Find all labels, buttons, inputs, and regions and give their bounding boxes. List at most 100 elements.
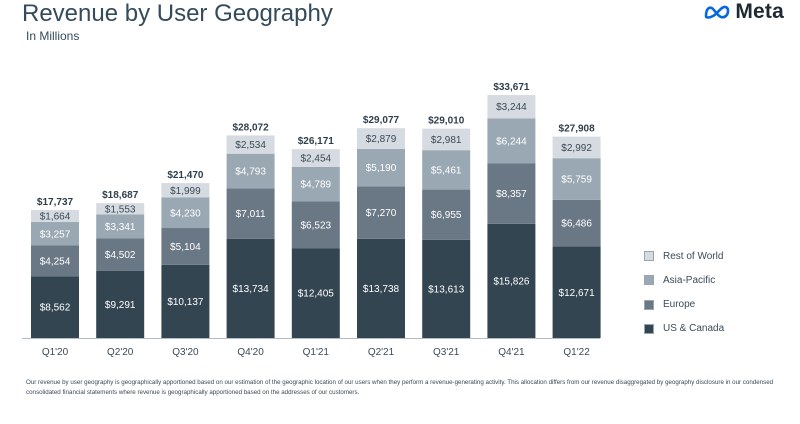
bar-asia-pacific-q2-20 [96,214,145,239]
value-label-europe-q2-20: $4,502 [105,250,136,261]
value-label-rest-of-world-q2-20: $1,553 [105,204,136,215]
bar-europe-q3-20 [161,228,210,265]
legend-label-europe: Europe [663,299,696,311]
total-label-q1-22: $27,908 [559,124,596,135]
x-tick-label-q3-20: Q3'20 [172,347,199,358]
revenue-stacked-bar-chart: $8,562 $4,254 $3,257 $1,664 $17,737 Q1'20 $9,2… [22,82,601,358]
legend-item-europe: Europe [644,297,724,313]
legend-label-us-canada: US & Canada [663,323,725,335]
value-label-rest-of-world-q2-21: $2,879 [366,134,397,145]
page-title: Revenue by User Geography [22,0,333,27]
total-label-q2-20: $18,687 [102,190,139,201]
value-label-us-canada-q1-21: $12,405 [298,289,335,300]
value-label-us-canada-q4-20: $13,734 [233,284,270,295]
value-label-europe-q2-21: $7,270 [366,208,397,219]
legend-swatch-asia-pacific [644,275,654,286]
value-label-us-canada-q1-22: $12,671 [559,288,596,299]
value-label-rest-of-world-q4-20: $2,534 [235,140,266,151]
bar-rest-of-world-q1-21 [291,149,340,167]
value-label-asia-pacific-q4-20: $4,793 [235,167,266,178]
bar-europe-q1-22 [552,199,601,247]
value-label-europe-q4-20: $7,011 [236,209,266,220]
value-label-rest-of-world-q3-20: $1,999 [170,186,201,197]
value-label-us-canada-q2-21: $13,738 [363,284,400,295]
value-label-us-canada-q1-20: $8,562 [40,303,71,314]
bar-asia-pacific-q1-21 [291,166,340,202]
bar-europe-q3-21 [422,189,471,240]
x-tick-label-q3-21: Q3'21 [433,347,460,358]
value-label-us-canada-q2-20: $9,291 [105,300,136,311]
value-label-rest-of-world-q3-21: $2,981 [431,135,462,146]
value-label-europe-q1-20: $4,254 [40,256,71,267]
bar-rest-of-world-q1-22 [552,136,601,159]
legend-label-rest-of-world: Rest of World [663,250,724,262]
x-tick-label-q1-20: Q1'20 [42,347,69,358]
bar-us-canada-q1-20 [31,276,79,338]
x-tick-label-q1-22: Q1'22 [563,347,590,358]
total-label-q1-20: $17,737 [37,197,74,208]
value-label-rest-of-world-q1-22: $2,992 [561,143,592,154]
meta-logo-text: Meta [735,0,784,23]
value-label-rest-of-world-q1-20: $1,664 [40,212,71,223]
bar-asia-pacific-q1-20 [31,222,79,246]
bar-asia-pacific-q2-21 [357,148,405,187]
legend-swatch-rest-of-world [644,251,654,261]
x-tick-label-q4-21: Q4'21 [498,347,525,358]
value-label-rest-of-world-q1-21: $2,454 [301,154,332,165]
legend-item-us-canada: US & Canada [644,321,724,337]
value-label-europe-q3-21: $6,955 [431,210,462,221]
total-label-q3-20: $21,470 [167,170,204,181]
value-label-asia-pacific-q1-22: $5,759 [561,174,592,185]
bar-rest-of-world-q4-21 [487,95,536,119]
total-label-q3-21: $29,010 [428,116,465,127]
bar-us-canada-q4-20 [226,238,275,338]
total-label-q1-21: $26,171 [298,136,335,147]
bar-rest-of-world-q1-20 [31,210,79,223]
chart-legend: Rest of World Asia-Pacific Europe US & C… [644,248,724,345]
bar-europe-q1-21 [291,201,340,249]
bar-asia-pacific-q3-21 [422,150,471,190]
meta-logo: Meta [703,0,784,24]
bar-rest-of-world-q2-20 [96,203,145,215]
bar-rest-of-world-q2-21 [357,128,405,149]
legend-item-asia-pacific: Asia-Pacific [644,272,724,288]
meta-infinity-icon [705,5,730,19]
bar-rest-of-world-q3-21 [422,128,471,151]
value-label-asia-pacific-q2-21: $5,190 [366,163,397,174]
total-label-q4-21: $33,671 [493,82,530,93]
bar-us-canada-q1-21 [291,248,340,338]
value-label-asia-pacific-q2-20: $3,341 [105,222,136,233]
value-label-europe-q3-20: $5,104 [170,242,201,253]
legend-swatch-europe [644,299,654,310]
footnote: Our revenue by user geography is geograp… [26,379,774,396]
value-label-asia-pacific-q4-21: $6,244 [496,136,527,147]
legend-label-asia-pacific: Asia-Pacific [663,274,716,286]
x-tick-label-q2-21: Q2'21 [368,347,395,358]
value-label-europe-q1-22: $6,486 [561,219,592,230]
value-label-us-canada-q4-21: $15,826 [493,276,530,287]
bar-us-canada-q4-21 [487,223,536,338]
bar-europe-q2-20 [96,238,145,271]
value-label-us-canada-q3-21: $13,613 [428,284,465,295]
value-label-asia-pacific-q1-21: $4,789 [301,180,332,191]
bar-us-canada-q1-22 [552,246,601,338]
value-label-us-canada-q3-20: $10,137 [167,297,204,308]
bar-europe-q2-21 [357,186,405,239]
value-label-europe-q1-21: $6,523 [301,220,332,231]
bar-us-canada-q3-21 [422,239,471,338]
value-label-asia-pacific-q1-20: $3,257 [40,229,71,240]
bar-asia-pacific-q4-21 [487,118,536,164]
bar-rest-of-world-q3-20 [161,183,210,198]
bar-us-canada-q2-21 [357,238,405,338]
bar-asia-pacific-q3-20 [161,197,210,229]
value-label-rest-of-world-q4-21: $3,244 [496,102,527,113]
x-tick-label-q2-20: Q2'20 [107,347,134,358]
bar-europe-q4-20 [226,188,275,239]
value-label-asia-pacific-q3-21: $5,461 [431,165,462,176]
bar-us-canada-q3-20 [161,264,210,338]
bar-us-canada-q2-20 [96,270,145,338]
legend-item-rest-of-world: Rest of World [644,248,724,264]
value-label-asia-pacific-q3-20: $4,230 [170,208,201,219]
total-label-q4-20: $28,072 [233,122,270,133]
bar-rest-of-world-q4-20 [226,135,275,154]
